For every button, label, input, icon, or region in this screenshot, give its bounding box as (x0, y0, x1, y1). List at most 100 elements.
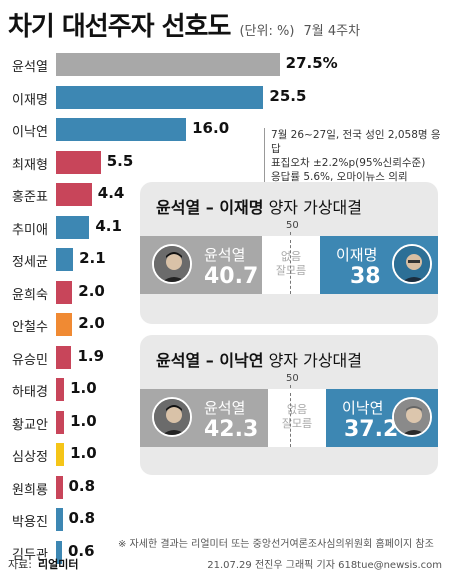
bar-category-label: 원희룡 (12, 482, 48, 498)
bar-value-label: 4.1 (95, 216, 122, 235)
bar-category-label: 홍준표 (12, 190, 48, 205)
bar-value-label: 2.0 (78, 281, 105, 300)
bar-category-label: 심상정 (12, 450, 48, 465)
bar (56, 345, 72, 369)
matchup-panel-1: 윤석열 – 이재명 양자 가상대결 50 윤석열 40.7 없음 잘모름 이재명… (140, 182, 438, 324)
survey-info: 7월 26~27일, 전국 성인 2,058명 응답 표집오차 ±2.2%p(9… (264, 128, 450, 184)
matchup-title-suffix: 양자 가상대결 (263, 198, 362, 217)
bar-category-label: 윤희숙 (12, 287, 48, 303)
bar-category-label: 김두관 (12, 547, 48, 563)
credit: 21.07.29 전진우 그래픽 기자 618tue@newsis.com (207, 560, 442, 571)
bar-category-label: 하태경 (12, 385, 48, 400)
bar-value-label: 0.6 (68, 541, 95, 560)
matchup-title-right: 이재명 (219, 198, 264, 217)
matchup-title: 윤석열 – 이낙연 양자 가상대결 (156, 347, 362, 371)
bar-category-label: 유승민 (12, 352, 48, 368)
bar (56, 443, 65, 466)
bar-chart: 윤석열 27.5% 이재명 25.5 이낙연 16.0 최재형 5.5 홍준표 4.4 추미애 4.1… (0, 48, 450, 568)
bar (56, 85, 264, 109)
fifty-mark-label: 50 (286, 220, 299, 231)
bar (56, 280, 73, 304)
bar-category-label: 이낙연 (12, 125, 48, 140)
matchup-title-dash: – (200, 351, 220, 370)
source-value: 리얼미터 (38, 558, 79, 571)
undecided-segment: 없음 잘모름 (268, 389, 326, 447)
left-candidate-value: 42.3 (204, 417, 259, 442)
bar-value-label: 1.0 (70, 444, 97, 462)
bar-row: 심상정 1.0 (0, 438, 450, 471)
week-label: 7월 4주차 (303, 24, 361, 39)
bar-value-label: 2.0 (78, 314, 105, 332)
undecided-label-line1: 없음 (280, 250, 302, 263)
survey-info-line: 응답률 5.6%, 오마이뉴스 의뢰 (271, 171, 408, 183)
bar-row: 원희룡 0.8 (0, 471, 450, 504)
bar-category-label: 이재명 (12, 92, 48, 108)
bar-row: 윤희숙 2.0 (0, 276, 450, 309)
fifty-mark-line (290, 240, 291, 294)
fifty-mark-label: 50 (286, 373, 299, 384)
bar (56, 53, 280, 76)
bar-value-label: 2.1 (79, 249, 106, 267)
undecided-label-line1: 없음 (286, 403, 308, 416)
bar-value-label: 5.5 (106, 151, 134, 170)
bar-value-label: 27.5% (285, 54, 338, 72)
bar-value-label: 25.5 (269, 86, 307, 105)
bar-row: 하태경 1.0 (0, 373, 450, 406)
bar-category-label: 황교안 (12, 417, 48, 433)
right-candidate-value: 38 (350, 264, 381, 289)
bar-category-label: 안철수 (12, 320, 48, 335)
bar-row: 안철수 2.0 (0, 308, 450, 341)
bar-value-label: 0.8 (68, 476, 96, 495)
bar-value-label: 16.0 (192, 119, 230, 137)
left-candidate-name: 윤석열 (204, 399, 246, 417)
matchup-title-right: 이낙연 (219, 351, 264, 370)
bar-category-label: 최재형 (12, 157, 48, 173)
left-candidate-bar: 윤석열 40.7 (140, 236, 262, 294)
bar-row: 유승민 1.9 (0, 341, 450, 374)
bar-value-label: 1.9 (77, 346, 105, 365)
bar (56, 378, 65, 401)
right-candidate-name: 이재명 (336, 246, 378, 264)
bar (56, 540, 62, 564)
bar (56, 313, 73, 336)
bar-value-label: 1.0 (70, 411, 97, 430)
matchup-title-dash: – (200, 198, 220, 217)
left-candidate-bar: 윤석열 42.3 (140, 389, 268, 447)
footnote: ※ 자세한 결과는 리얼미터 또는 중앙선거여론조사심의위원회 홈페이지 참조 (118, 539, 434, 550)
undecided-label-line2: 잘모름 (281, 417, 313, 430)
bar-row: 이낙연 16.0 (0, 113, 450, 146)
right-candidate-bar: 이재명 38 (320, 236, 438, 294)
survey-info-line: 표집오차 ±2.2%p(95%신뢰수준) (271, 157, 426, 169)
bar-row: 추미애 4.1 (0, 211, 450, 244)
bar-row: 이재명 25.5 (0, 81, 450, 114)
bar-row: 최재형 5.5 (0, 146, 450, 179)
bar-row: 윤석열 27.5% (0, 48, 450, 81)
bar-category-label: 박용진 (12, 515, 48, 530)
bar-row: 정세균 2.1 (0, 243, 450, 276)
bar (56, 215, 90, 239)
matchup-title: 윤석열 – 이재명 양자 가상대결 (156, 194, 362, 218)
bar (56, 508, 63, 531)
bar-category-label: 정세균 (12, 255, 48, 270)
bar (56, 150, 101, 174)
unit-label: (단위: %) (239, 24, 295, 39)
bar (56, 475, 63, 499)
bar-category-label: 추미애 (12, 222, 48, 238)
bar-row: 황교안 1.0 (0, 406, 450, 439)
survey-info-line: 7월 26~27일, 전국 성인 2,058명 응답 (271, 129, 441, 155)
candidate-photo-lee-ny (392, 397, 432, 437)
bar-row: 홍준표 4.4 (0, 178, 450, 211)
bar-value-label: 0.8 (68, 509, 96, 527)
left-candidate-name: 윤석열 (204, 246, 246, 264)
right-candidate-bar: 이낙연 37.2 (326, 389, 438, 447)
bar (56, 183, 92, 206)
undecided-segment: 없음 잘모름 (262, 236, 320, 294)
candidate-photo-lee-jm (392, 244, 432, 284)
matchup-title-suffix: 양자 가상대결 (263, 351, 362, 370)
bar-value-label: 4.4 (97, 184, 125, 202)
bar-value-label: 1.0 (70, 379, 97, 397)
bar (56, 118, 187, 141)
right-candidate-name: 이낙연 (342, 399, 384, 417)
right-candidate-value: 37.2 (344, 417, 399, 442)
bar-category-label: 윤석열 (12, 60, 48, 75)
